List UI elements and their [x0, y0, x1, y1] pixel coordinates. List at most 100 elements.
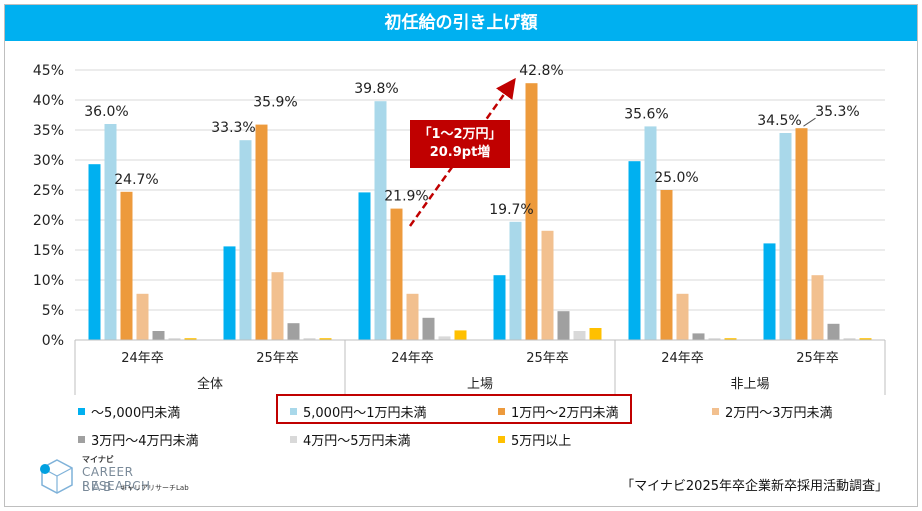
- bar: [557, 311, 570, 340]
- y-tick-label: 20%: [33, 213, 64, 229]
- legend-item: 4万円～5万円未満: [290, 430, 411, 449]
- legend-label: 5,000円～1万円未満: [303, 406, 427, 421]
- callout-line1: 「1～2万円」: [418, 127, 502, 142]
- y-tick-label: 0%: [42, 333, 64, 349]
- bar: [271, 272, 284, 340]
- bar: [676, 293, 689, 340]
- y-tick-label: 25%: [33, 183, 64, 199]
- legend-label: 3万円～4万円未満: [91, 434, 199, 449]
- legend-swatch: [712, 408, 719, 415]
- career-research-lab-logo: マイナビ CAREER RESEARCH LAB キャリアリサーチLab: [38, 455, 198, 498]
- bar: [525, 83, 538, 340]
- legend-label: 2万円～3万円未満: [725, 406, 833, 421]
- legend-item: ～5,000円未満: [78, 402, 180, 421]
- bar: [438, 336, 451, 340]
- bar: [454, 330, 467, 340]
- legend-swatch: [290, 408, 297, 415]
- bar: [390, 208, 403, 340]
- bar: [168, 338, 181, 340]
- bar: [358, 192, 371, 340]
- bar: [287, 323, 300, 340]
- data-label: 25.0%: [654, 170, 698, 186]
- legend-swatch: [498, 436, 505, 443]
- bar: [644, 126, 657, 341]
- legend-item: 5万円以上: [498, 430, 571, 449]
- data-label: 42.8%: [519, 63, 563, 79]
- bar: [223, 246, 236, 340]
- legend-swatch: [290, 436, 297, 443]
- legend-item: 1万円～2万円未満: [498, 402, 619, 421]
- y-tick-label: 30%: [33, 153, 64, 169]
- legend-item: 3万円～4万円未満: [78, 430, 199, 449]
- data-label: 33.3%: [211, 120, 255, 136]
- label-leader-line: [803, 117, 816, 127]
- group-label: 全体: [197, 376, 223, 392]
- bar: [811, 275, 824, 340]
- bar: [827, 323, 840, 340]
- data-label: 35.9%: [253, 95, 297, 111]
- y-tick-label: 5%: [42, 303, 64, 319]
- bar: [104, 124, 117, 340]
- data-label: 34.5%: [757, 113, 801, 129]
- bar: [509, 221, 522, 340]
- logo-brand: マイナビ: [82, 455, 114, 464]
- bar: [152, 331, 165, 340]
- bar: [406, 293, 419, 340]
- bar: [724, 338, 737, 340]
- legend-swatch: [78, 408, 85, 415]
- bar: [136, 293, 149, 340]
- legend-highlight-box: [276, 394, 632, 424]
- y-tick-label: 45%: [33, 63, 64, 79]
- bar: [843, 338, 856, 340]
- cube-logo-icon: [40, 459, 73, 494]
- category-label: 24年卒: [661, 351, 704, 366]
- bar: [795, 128, 808, 340]
- chart-title: 初任給の引き上げ額: [5, 5, 917, 41]
- bar: [184, 338, 197, 340]
- logo-sub: キャリアリサーチLab: [120, 484, 189, 492]
- bar: [708, 338, 721, 340]
- bar: [660, 190, 673, 340]
- legend-swatch: [78, 436, 85, 443]
- bar: [422, 317, 435, 340]
- bar: [374, 101, 387, 340]
- category-label: 25年卒: [526, 351, 569, 366]
- category-label: 25年卒: [256, 351, 299, 366]
- legend-label: ～5,000円未満: [91, 406, 181, 421]
- data-label: 35.3%: [815, 104, 859, 120]
- logo-line1: CAREER RESEARCH: [82, 465, 151, 493]
- bar: [239, 140, 252, 340]
- data-label: 24.7%: [114, 172, 158, 188]
- bar: [493, 275, 506, 340]
- category-label: 24年卒: [391, 351, 434, 366]
- data-label: 35.6%: [624, 106, 668, 122]
- bar: [573, 331, 586, 340]
- bar: [319, 338, 332, 340]
- y-tick-label: 35%: [33, 123, 64, 139]
- legend-item: 2万円～3万円未満: [712, 402, 833, 421]
- bar: [541, 230, 554, 340]
- bar: [255, 124, 268, 340]
- y-tick-label: 10%: [33, 273, 64, 289]
- bar: [763, 243, 776, 340]
- group-label: 非上場: [730, 377, 769, 392]
- source-note: 「マイナビ2025年卒企業新卒採用活動調査」: [621, 479, 888, 494]
- trend-arrow: [408, 77, 516, 227]
- callout-box: 「1～2万円」 20.9pt増: [410, 120, 510, 168]
- legend-label: 5万円以上: [511, 434, 572, 449]
- bar: [589, 328, 602, 340]
- bar: [628, 161, 641, 340]
- legend-item: 5,000円～1万円未満: [290, 402, 427, 421]
- bar: [120, 191, 133, 340]
- data-label: 19.7%: [489, 202, 533, 218]
- bar: [859, 338, 872, 340]
- group-label: 上場: [467, 377, 493, 392]
- y-tick-label: 40%: [33, 93, 64, 109]
- bar: [779, 133, 792, 340]
- data-label: 21.9%: [384, 189, 428, 205]
- y-tick-label: 15%: [33, 243, 64, 259]
- category-label: 24年卒: [121, 351, 164, 366]
- logo-line2: LAB: [82, 480, 115, 494]
- data-label: 36.0%: [84, 104, 128, 120]
